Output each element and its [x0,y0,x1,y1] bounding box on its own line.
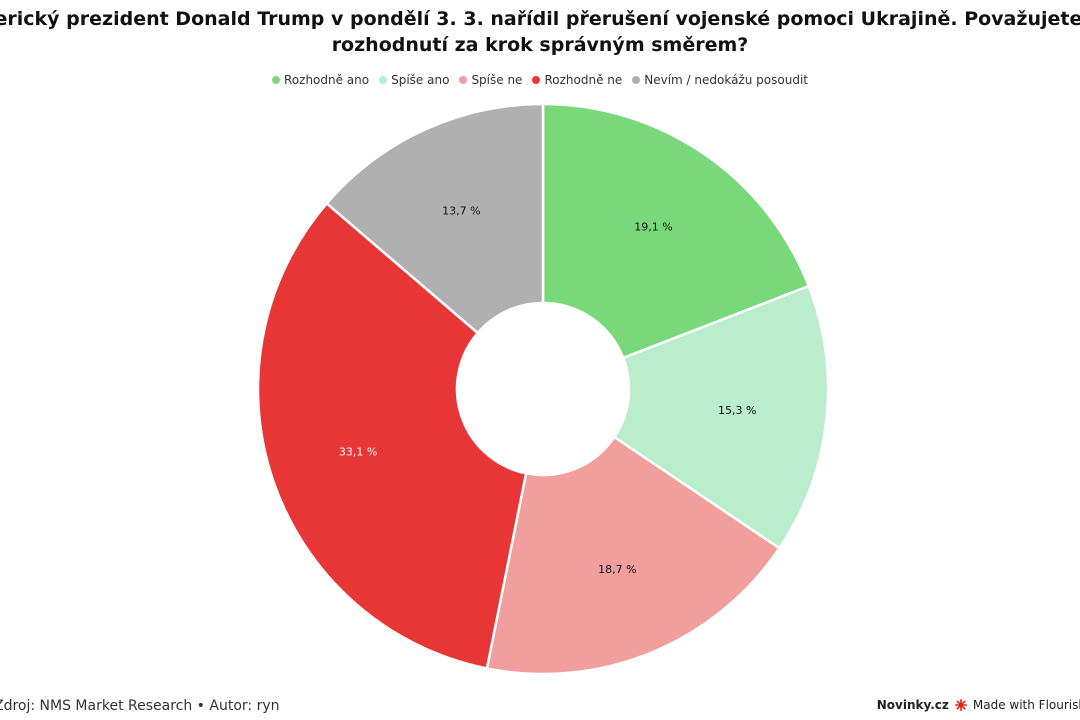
legend-swatch [272,76,280,84]
legend-swatch [459,76,468,84]
pie-slice[interactable] [256,201,528,670]
pie-slice[interactable] [324,102,545,335]
footer-brand: Novinky.cz Made with Flourish [877,698,1080,712]
chart-title: Americký prezident Donald Trump v ponděl… [0,6,1080,58]
chart-title-line-2: rozhodnutí za krok správným směrem? [331,34,749,56]
slice-data-label: 33,1 % [339,446,377,459]
legend-label: Rozhodně ano [284,73,370,87]
slice-data-label: 18,7 % [598,563,636,576]
slice-data-label: 13,7 % [442,204,480,217]
chart-title-line-1: Americký prezident Donald Trump v ponděl… [0,8,1080,30]
legend-label: Spíše ano [391,73,450,87]
legend-swatch [632,76,641,84]
pie-slice[interactable] [612,284,830,550]
pie-labels: 19,1 % 15,3 % 18,7 % 33,1 % 13,7 % [339,204,757,575]
pie-slices [256,102,830,676]
slice-data-label: 15,3 % [718,404,756,417]
legend-item[interactable]: Spíše ne [459,73,522,87]
legend-label: Rozhodně ne [544,73,623,87]
legend-item[interactable]: Spíše ano [379,73,449,87]
legend-item[interactable]: Rozhodně ne [532,73,622,87]
legend-label: Nevím / nedokážu posoudit [644,73,808,87]
pie-slice[interactable] [485,435,782,676]
legend-swatch [532,76,541,84]
legend-label: Spíše ne [471,73,523,87]
pie-slice[interactable] [541,102,811,360]
flourish-icon [954,699,967,711]
legend-swatch [379,76,388,84]
source-credit: Zdroj: NMS Market Research • Autor: ryn [0,698,280,714]
legend-item[interactable]: Nevím / nedokážu posoudit [632,73,808,87]
brand-name[interactable]: Novinky.cz [876,698,949,712]
slice-data-label: 19,1 % [634,221,672,234]
legend-item[interactable]: Rozhodně ano [272,73,369,87]
made-with-flourish[interactable]: Made with Flourish [972,698,1080,712]
legend: Rozhodně ano Spíše ano Spíše ne Rozhodně ne… [0,73,1080,87]
